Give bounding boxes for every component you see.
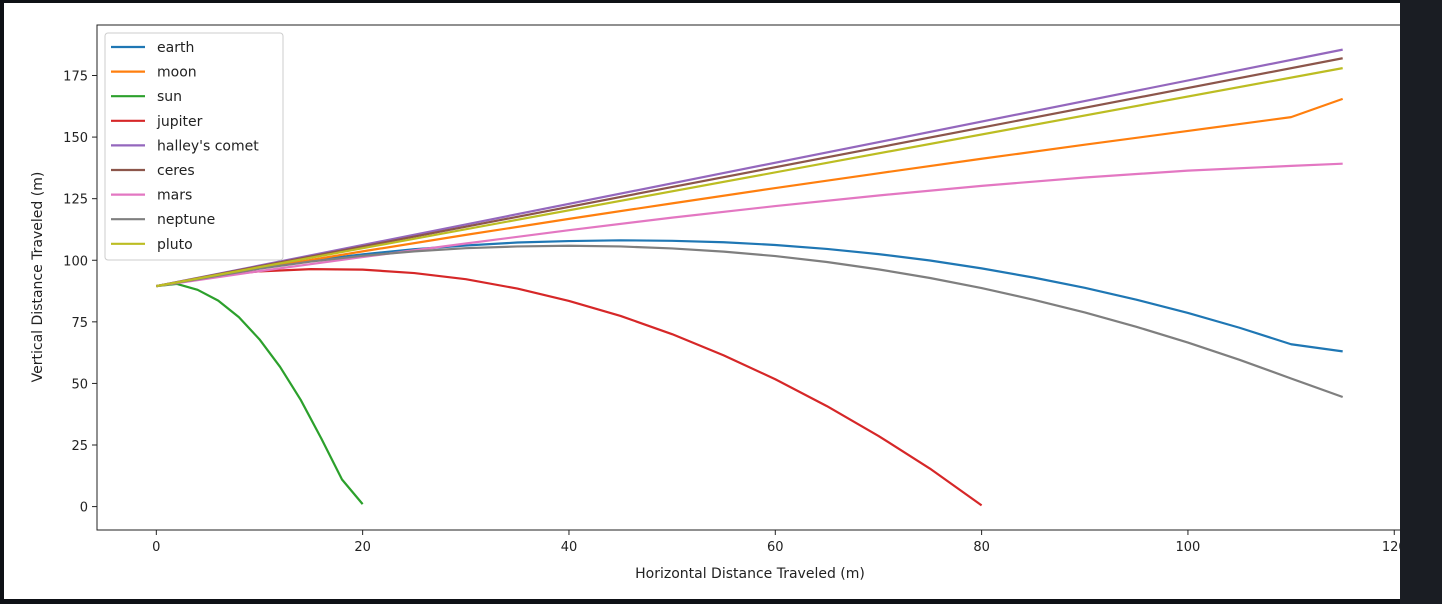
- x-tick-label-6: 120: [1382, 540, 1400, 555]
- series-line-2: [156, 282, 364, 505]
- x-ticks-layer: 0 20 40 60 80 100 120: [152, 530, 1407, 555]
- series-line-7: [156, 244, 1344, 399]
- y-tick-label-5: 125: [63, 193, 88, 208]
- series-line-3: [156, 268, 983, 507]
- legend-label-1: moon: [157, 65, 197, 81]
- x-tick-label-2: 40: [561, 540, 578, 555]
- y-axis-label: Vertical Distance Traveled (m): [30, 172, 46, 383]
- legend-label-8: pluto: [157, 237, 193, 253]
- legend-label-4: halley's comet: [157, 138, 259, 154]
- series-line-4: [156, 48, 1343, 288]
- series-line-0: [156, 239, 1343, 353]
- x-tick-label-0: 0: [152, 540, 160, 555]
- figure-frame: 0 20 40 60 80 100 120 0 25 50 75 100 125 150 175 Hori…: [4, 3, 1407, 599]
- y-tick-label-4: 100: [63, 254, 88, 269]
- x-tick-label-1: 20: [354, 540, 371, 555]
- line-chart: 0 20 40 60 80 100 120 0 25 50 75 100 125 150 175 Hori…: [30, 24, 1407, 582]
- series-lines-layer: [156, 48, 1344, 507]
- x-tick-label-4: 80: [973, 540, 990, 555]
- legend: earth moon sun jupiter halley's comet ceres ma…: [104, 32, 284, 261]
- y-tick-label-1: 25: [71, 439, 88, 454]
- series-line-6: [156, 162, 1343, 288]
- legend-box: [104, 32, 284, 261]
- legend-label-0: earth: [157, 40, 194, 56]
- legend-label-7: neptune: [157, 212, 215, 228]
- y-ticks-layer: 0 25 50 75 100 125 150 175: [63, 70, 97, 516]
- right-panel-edge: [1400, 0, 1442, 604]
- legend-label-5: ceres: [157, 163, 195, 179]
- y-tick-label-7: 175: [63, 70, 88, 85]
- y-tick-label-2: 50: [71, 377, 88, 392]
- legend-label-3: jupiter: [156, 114, 203, 130]
- axes-box: [96, 24, 1403, 531]
- x-tick-label-3: 60: [767, 540, 784, 555]
- y-tick-label-3: 75: [71, 316, 88, 331]
- legend-items: earth moon sun jupiter halley's comet ceres ma…: [111, 40, 259, 253]
- series-line-1: [156, 97, 1344, 288]
- y-tick-label-0: 0: [80, 501, 88, 516]
- legend-label-6: mars: [157, 188, 192, 204]
- legend-label-2: sun: [157, 89, 182, 105]
- x-axis-label: Horizontal Distance Traveled (m): [635, 566, 865, 582]
- series-line-5: [156, 57, 1343, 288]
- series-line-8: [156, 67, 1343, 288]
- x-tick-label-5: 100: [1176, 540, 1201, 555]
- y-tick-label-6: 150: [63, 131, 88, 146]
